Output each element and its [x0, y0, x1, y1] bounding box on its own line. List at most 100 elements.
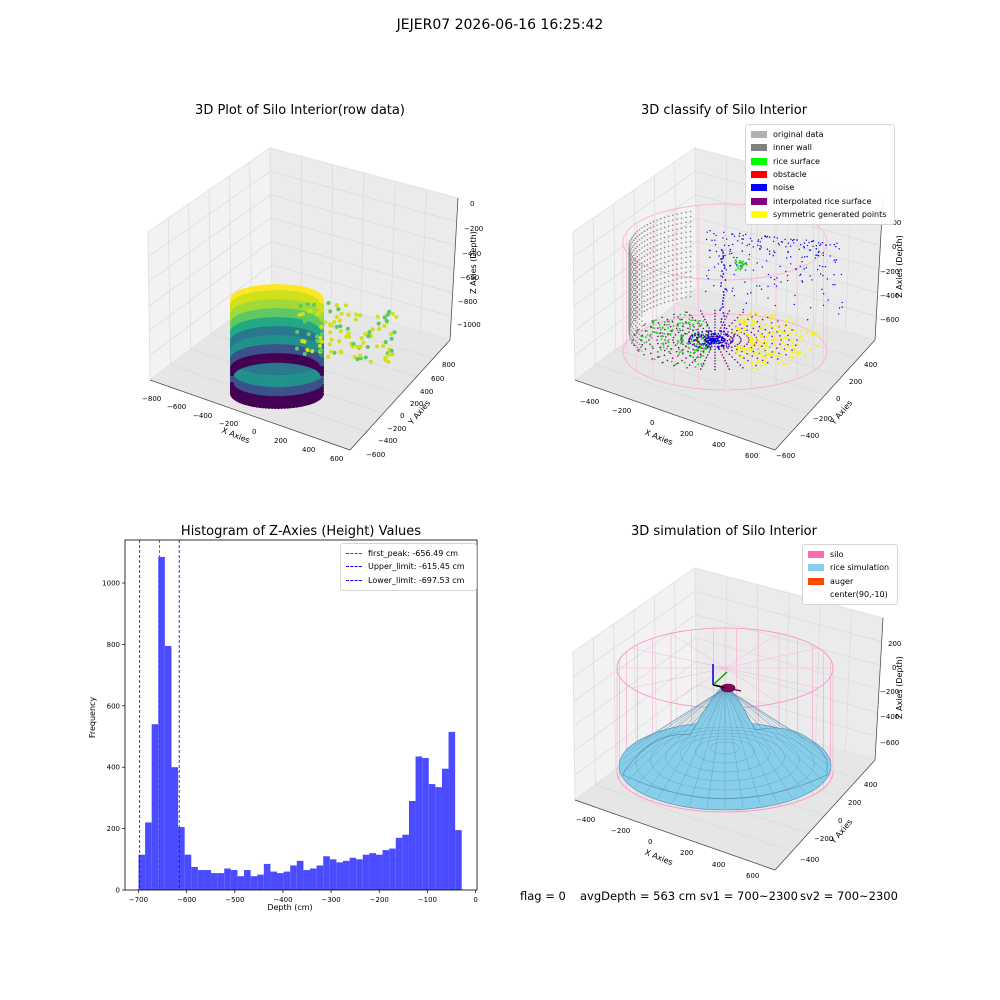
noise-point: [724, 279, 727, 281]
inner-wall-point: [643, 280, 646, 283]
inner-wall-point: [629, 260, 631, 262]
inner-wall-point: [656, 254, 658, 256]
noise-point: [722, 273, 725, 275]
data-point: [267, 314, 272, 319]
inner-wall-point: [632, 299, 635, 302]
inner-wall-point: [632, 234, 635, 237]
data-point: [279, 362, 284, 368]
inner-wall-point: [629, 270, 631, 272]
interpolated-point: [705, 347, 707, 350]
inner-wall-point: [638, 333, 641, 336]
histogram-chart: −700 −600 −500 −400 −300 −200 −100 0 0200400600…: [102, 539, 478, 904]
noise-point: [799, 274, 801, 277]
inner-wall-point: [671, 274, 674, 276]
noise-point: [810, 240, 813, 243]
inner-wall-point: [641, 350, 643, 352]
data-point: [279, 325, 284, 331]
noise-point: [709, 339, 711, 342]
noise-point: [817, 242, 820, 244]
inner-wall-point: [631, 236, 634, 238]
inner-wall-point: [634, 274, 637, 277]
noise-point: [803, 268, 805, 270]
histogram-bar: [138, 854, 146, 890]
inner-wall-point: [643, 290, 646, 293]
data-point: [276, 380, 281, 386]
inner-wall-point: [656, 259, 658, 261]
data-point: [279, 292, 284, 298]
legend-swatch: [751, 210, 767, 218]
noise-point: [717, 347, 720, 350]
inner-wall-point: [632, 317, 635, 320]
inner-wall-point: [646, 238, 649, 241]
inner-wall-point: [659, 232, 662, 235]
z-tick-label: −400: [462, 250, 482, 258]
z-tick-label: −800: [458, 298, 478, 306]
data-point: [229, 384, 235, 390]
inner-wall-point: [659, 287, 662, 290]
data-point: [282, 335, 287, 340]
interpolated-point: [715, 342, 718, 345]
inner-wall-point: [689, 230, 692, 233]
inner-wall-point: [680, 277, 683, 279]
noise-point: [708, 343, 711, 346]
data-point: [276, 316, 281, 322]
rice-surface-point: [663, 332, 666, 335]
inner-wall-point: [632, 267, 635, 270]
data-point: [276, 377, 281, 383]
rice-surface-point: [655, 319, 657, 322]
interpolated-point: [696, 338, 699, 340]
data-point: [276, 322, 281, 328]
symmetric-point: [756, 352, 759, 355]
inner-wall-point: [671, 229, 674, 231]
inner-wall-point: [636, 321, 639, 324]
data-point: [319, 296, 324, 302]
data-point: [358, 313, 363, 318]
inner-wall-point: [636, 265, 639, 268]
rice-surface-point: [670, 360, 673, 363]
inner-wall-point: [628, 249, 630, 251]
noise-point: [704, 335, 706, 338]
inner-wall-point: [656, 274, 658, 276]
data-point: [285, 290, 290, 295]
y-tick-label: 0: [116, 887, 120, 895]
status-sv1: sv1 = 700~2300: [700, 889, 798, 903]
symmetric-point: [745, 347, 748, 351]
data-point: [264, 335, 269, 340]
data-point: [384, 318, 389, 324]
inner-wall-point: [634, 314, 637, 317]
data-point: [285, 398, 290, 403]
z-tick-label: −200: [464, 225, 484, 233]
symmetric-point: [801, 338, 804, 342]
data-point: [392, 330, 397, 335]
data-point: [264, 332, 269, 337]
data-point: [264, 305, 269, 310]
interpolated-point: [736, 329, 738, 332]
interpolated-point: [691, 361, 694, 364]
inner-wall-point: [634, 247, 637, 250]
interpolated-point: [714, 348, 716, 351]
inner-wall-point: [671, 239, 674, 241]
data-point: [264, 338, 269, 343]
noise-point: [721, 270, 723, 272]
inner-wall-point: [676, 278, 678, 280]
inner-wall-point: [630, 323, 632, 325]
data-point: [276, 292, 281, 298]
noise-point: [700, 334, 703, 337]
noise-point: [779, 265, 781, 268]
data-point: [276, 286, 281, 292]
noise-point: [791, 239, 794, 242]
x-tick-label: −600: [167, 403, 187, 411]
data-point: [279, 371, 284, 377]
inner-wall-point: [680, 217, 683, 219]
noise-point: [817, 251, 820, 254]
noise-point: [719, 335, 721, 337]
data-point: [273, 304, 278, 310]
interpolated-point: [741, 327, 743, 330]
symmetric-point: [754, 351, 757, 355]
interpolated-point: [714, 362, 716, 365]
y-tick-label: 1000: [102, 579, 120, 587]
noise-point: [729, 265, 731, 267]
noise-point: [817, 268, 819, 271]
inner-wall-point: [659, 252, 662, 255]
data-point: [260, 305, 266, 310]
